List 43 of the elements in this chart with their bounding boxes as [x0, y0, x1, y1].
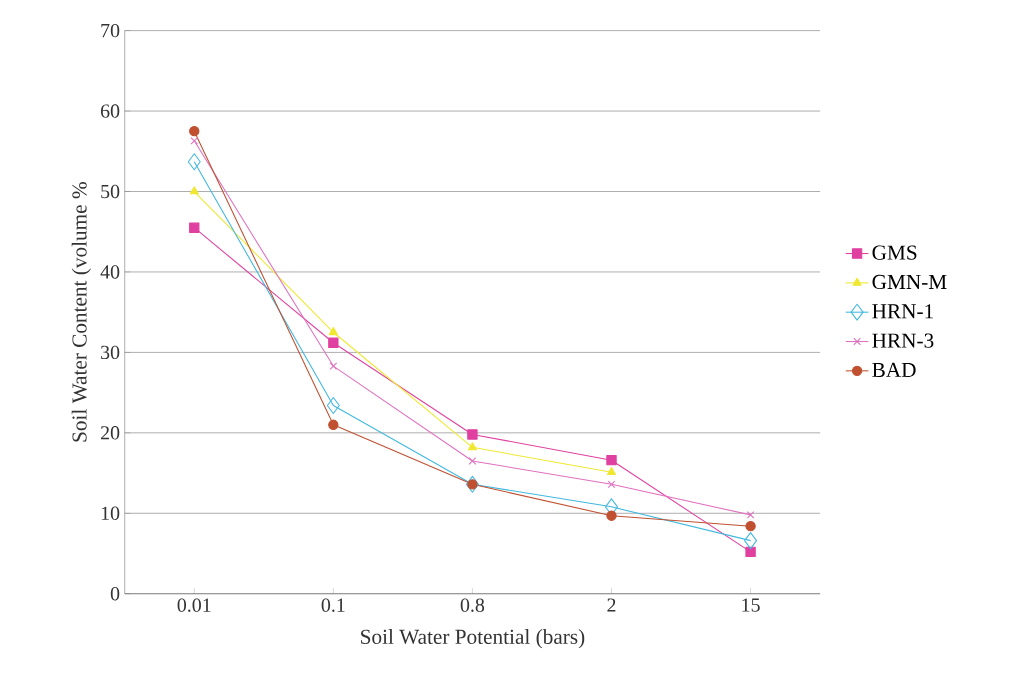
legend-label: GMS [872, 245, 917, 260]
y-axis-title: Soil Water Content (volume % [71, 182, 91, 442]
point [744, 532, 758, 550]
point [606, 510, 617, 521]
point [326, 397, 340, 415]
point [189, 222, 200, 233]
y-tick-label: 0 [110, 587, 120, 601]
legend-label: HRN-3 [872, 333, 934, 348]
y-tick-label: 20 [100, 426, 120, 440]
y-tick-label: 50 [101, 184, 120, 199]
point [468, 457, 477, 465]
y-tick-label: 40 [100, 265, 120, 279]
point [606, 455, 617, 466]
point [189, 126, 200, 137]
point [190, 137, 199, 145]
x-tick-label: 2 [607, 598, 616, 612]
y-tick-label: 70 [101, 23, 120, 38]
y-tick-label: 10 [101, 506, 120, 521]
y-tick-label: 30 [101, 345, 120, 360]
x-tick-label: 0.01 [177, 598, 211, 613]
point [329, 362, 338, 370]
point [189, 186, 199, 195]
point [187, 153, 201, 171]
x-tick-label: 0.1 [321, 598, 345, 613]
x-tick-label: 0.8 [460, 598, 485, 613]
point [467, 429, 478, 440]
point [746, 511, 755, 519]
x-axis-title: Soil Water Potential (bars) [361, 629, 585, 649]
point [607, 480, 616, 489]
legend-label: GMN-M [872, 274, 947, 290]
point [465, 475, 479, 493]
x-tick-label: 15 [742, 598, 760, 612]
point [745, 521, 756, 532]
legend-label: HRN-1 [872, 304, 933, 319]
y-tick-label: 60 [100, 104, 120, 118]
point [328, 419, 339, 431]
point [328, 337, 339, 348]
point [745, 546, 756, 558]
legend-label: BAD [872, 362, 916, 377]
point [467, 442, 477, 451]
point [467, 479, 478, 490]
point [328, 327, 338, 336]
point [606, 467, 617, 476]
